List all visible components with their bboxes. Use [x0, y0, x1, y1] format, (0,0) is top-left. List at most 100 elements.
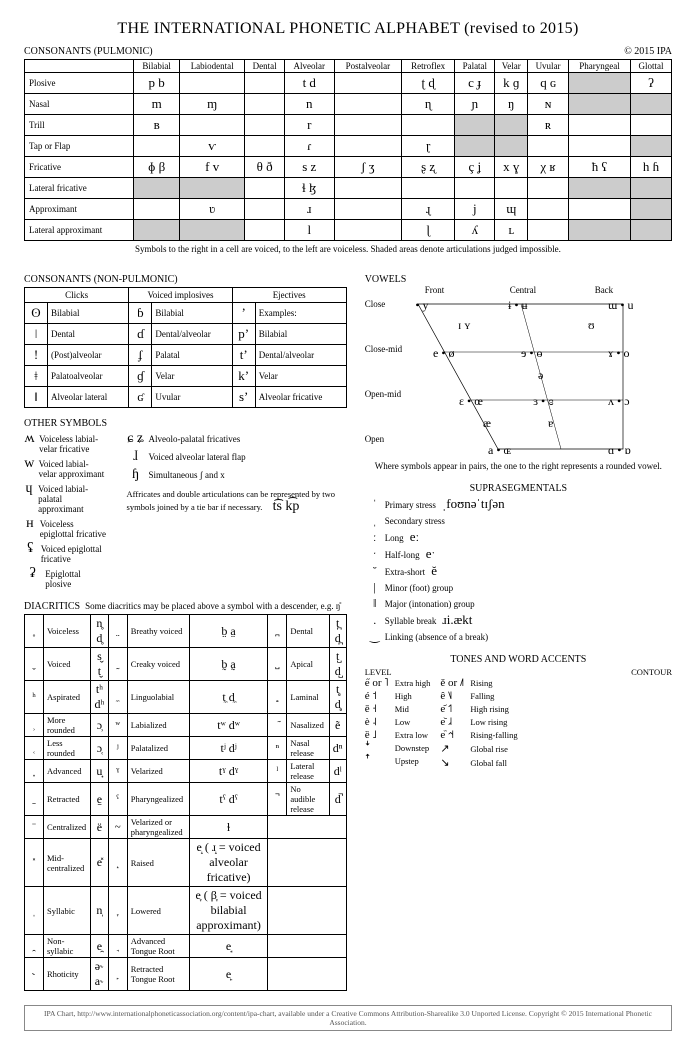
ipa-symbol: ɠ [129, 366, 152, 387]
diacritic-mark: ̘ [108, 935, 127, 958]
svg-text:ɯ • u: ɯ • u [608, 299, 633, 312]
diacritic-example: u̟ [91, 760, 109, 783]
diacritic-mark: ʷ [108, 714, 127, 737]
diacritic-mark: ̯ [25, 935, 44, 958]
ipa-cell [334, 73, 401, 94]
diacritic-mark: ˤ [108, 783, 127, 816]
supra-desc: Secondary stress [385, 516, 445, 526]
diacritic-example: e̙ [189, 958, 267, 991]
tone-symbol: ↗ [440, 742, 470, 755]
diacritic-example: d̚ [329, 783, 346, 816]
diacritic-example: dˡ [329, 760, 346, 783]
supra-example: ĕ [431, 563, 437, 579]
ipa-cell [569, 115, 631, 136]
diacritic-mark: ̝ [108, 839, 127, 887]
ipa-symbol: w [24, 456, 35, 472]
col-header: Glottal [631, 60, 672, 73]
ipa-cell: s z [284, 157, 334, 178]
col-header: Dental [245, 60, 285, 73]
ipa-desc: Alveolar lateral [48, 387, 129, 408]
row-header: Approximant [25, 199, 134, 220]
vowels-label: VOWELS [365, 274, 672, 285]
ipa-desc: (Post)alveolar [48, 345, 129, 366]
diacritic-desc: Linguolabial [127, 681, 189, 714]
diacritic-desc: Palatalized [127, 737, 189, 760]
ipa-cell [528, 220, 569, 241]
diacritic-desc: Pharyngealized [127, 783, 189, 816]
diacritic-desc: Raised [127, 839, 189, 887]
ipa-cell: t d [284, 73, 334, 94]
ipa-cell [569, 73, 631, 94]
ipa-cell [245, 199, 285, 220]
diacritic-example: tʲ dʲ [189, 737, 267, 760]
ipa-cell: k ɡ [495, 73, 528, 94]
ipa-cell [569, 220, 631, 241]
row-header: Trill [25, 115, 134, 136]
ipa-desc: Voiced epiglottal fricative [41, 544, 107, 564]
diacritic-desc: Retracted Tongue Root [127, 958, 189, 991]
supra-label: SUPRASEGMENTALS [365, 483, 672, 494]
diacritic-mark: ̼ [108, 681, 127, 714]
row-header: Nasal [25, 94, 134, 115]
ipa-desc: Voiceless labial-velar fricative [39, 434, 106, 454]
ipa-symbol: kʼ [232, 366, 255, 387]
diacritic-mark: ̹ [25, 714, 44, 737]
tone-desc: Low rising [470, 717, 507, 727]
ipa-symbol: sʼ [232, 387, 255, 408]
svg-text:ɛ • œ: ɛ • œ [459, 394, 483, 408]
diacritic-example: dⁿ [329, 737, 346, 760]
ipa-cell: ɬ ɮ [284, 178, 334, 199]
svg-text:i • y: i • y [413, 299, 429, 312]
ipa-desc: Bilabial [255, 324, 346, 345]
diacritic-example: e̽ [91, 839, 109, 887]
diacritic-desc: Voiced [44, 648, 91, 681]
footer: IPA Chart, http://www.internationalphone… [24, 1005, 672, 1031]
diacritic-desc: No audible release [287, 783, 329, 816]
diacritic-desc: Creaky voiced [127, 648, 189, 681]
ipa-cell [495, 115, 528, 136]
ipa-cell [179, 220, 244, 241]
ipa-cell: ʟ [495, 220, 528, 241]
ipa-cell: ɴ [528, 94, 569, 115]
ipa-symbol: ʜ [24, 516, 36, 532]
svg-text:ɪ ʏ: ɪ ʏ [458, 318, 470, 332]
tone-symbol: ꜜ [365, 742, 395, 754]
ipa-cell [455, 136, 495, 157]
svg-text:ə: ə [538, 368, 543, 382]
page-title: THE INTERNATIONAL PHONETIC ALPHABET (rev… [24, 20, 672, 38]
ipa-cell: χ ʁ [528, 157, 569, 178]
diacritic-example: ɔ̹ [91, 714, 109, 737]
ipa-desc: Voiced labial-velar approximant [39, 459, 107, 479]
ipa-cell: ɾ [284, 136, 334, 157]
ipa-cell [245, 136, 285, 157]
tone-desc: Falling [470, 691, 494, 701]
ipa-cell: ⱱ [179, 136, 244, 157]
vowel-chart: Front Central Back Close Close-mid Open-… [365, 289, 672, 459]
tone-symbol: e̋ or ˥ [365, 677, 395, 689]
tone-symbol: ê ˥˩ [440, 690, 470, 702]
diacritic-mark: ʰ [25, 681, 44, 714]
ipa-symbol: ǀ [25, 324, 48, 345]
supra-desc: Primary stress [385, 500, 436, 510]
ipa-cell [245, 73, 285, 94]
ipa-cell [334, 220, 401, 241]
diacritic-desc: Rhoticity [44, 958, 91, 991]
ipa-cell [334, 115, 401, 136]
tone-desc: Global rise [470, 744, 508, 754]
tone-desc: Extra low [395, 730, 428, 740]
tone-symbol: ē ˧ [365, 703, 395, 715]
col-header: Bilabial [134, 60, 180, 73]
diacritic-example: s̬ t̬ [91, 648, 109, 681]
ipa-cell: n [284, 94, 334, 115]
tone-symbol: ꜛ [365, 755, 395, 767]
nonpulmonic-label: CONSONANTS (NON-PULMONIC) [24, 274, 347, 285]
ipa-cell: j [455, 199, 495, 220]
tone-desc: Rising-falling [470, 730, 517, 740]
diacritic-mark: ˠ [108, 760, 127, 783]
ipa-cell [402, 115, 455, 136]
svg-text:ɑ • ɒ: ɑ • ɒ [608, 443, 631, 457]
tone-symbol: e᷅ ˩˨ [440, 716, 470, 728]
supra-example: ˌfoʊnəˈtɪʃən [442, 496, 505, 512]
ipa-symbol: tʼ [232, 345, 255, 366]
ipa-cell [245, 115, 285, 136]
